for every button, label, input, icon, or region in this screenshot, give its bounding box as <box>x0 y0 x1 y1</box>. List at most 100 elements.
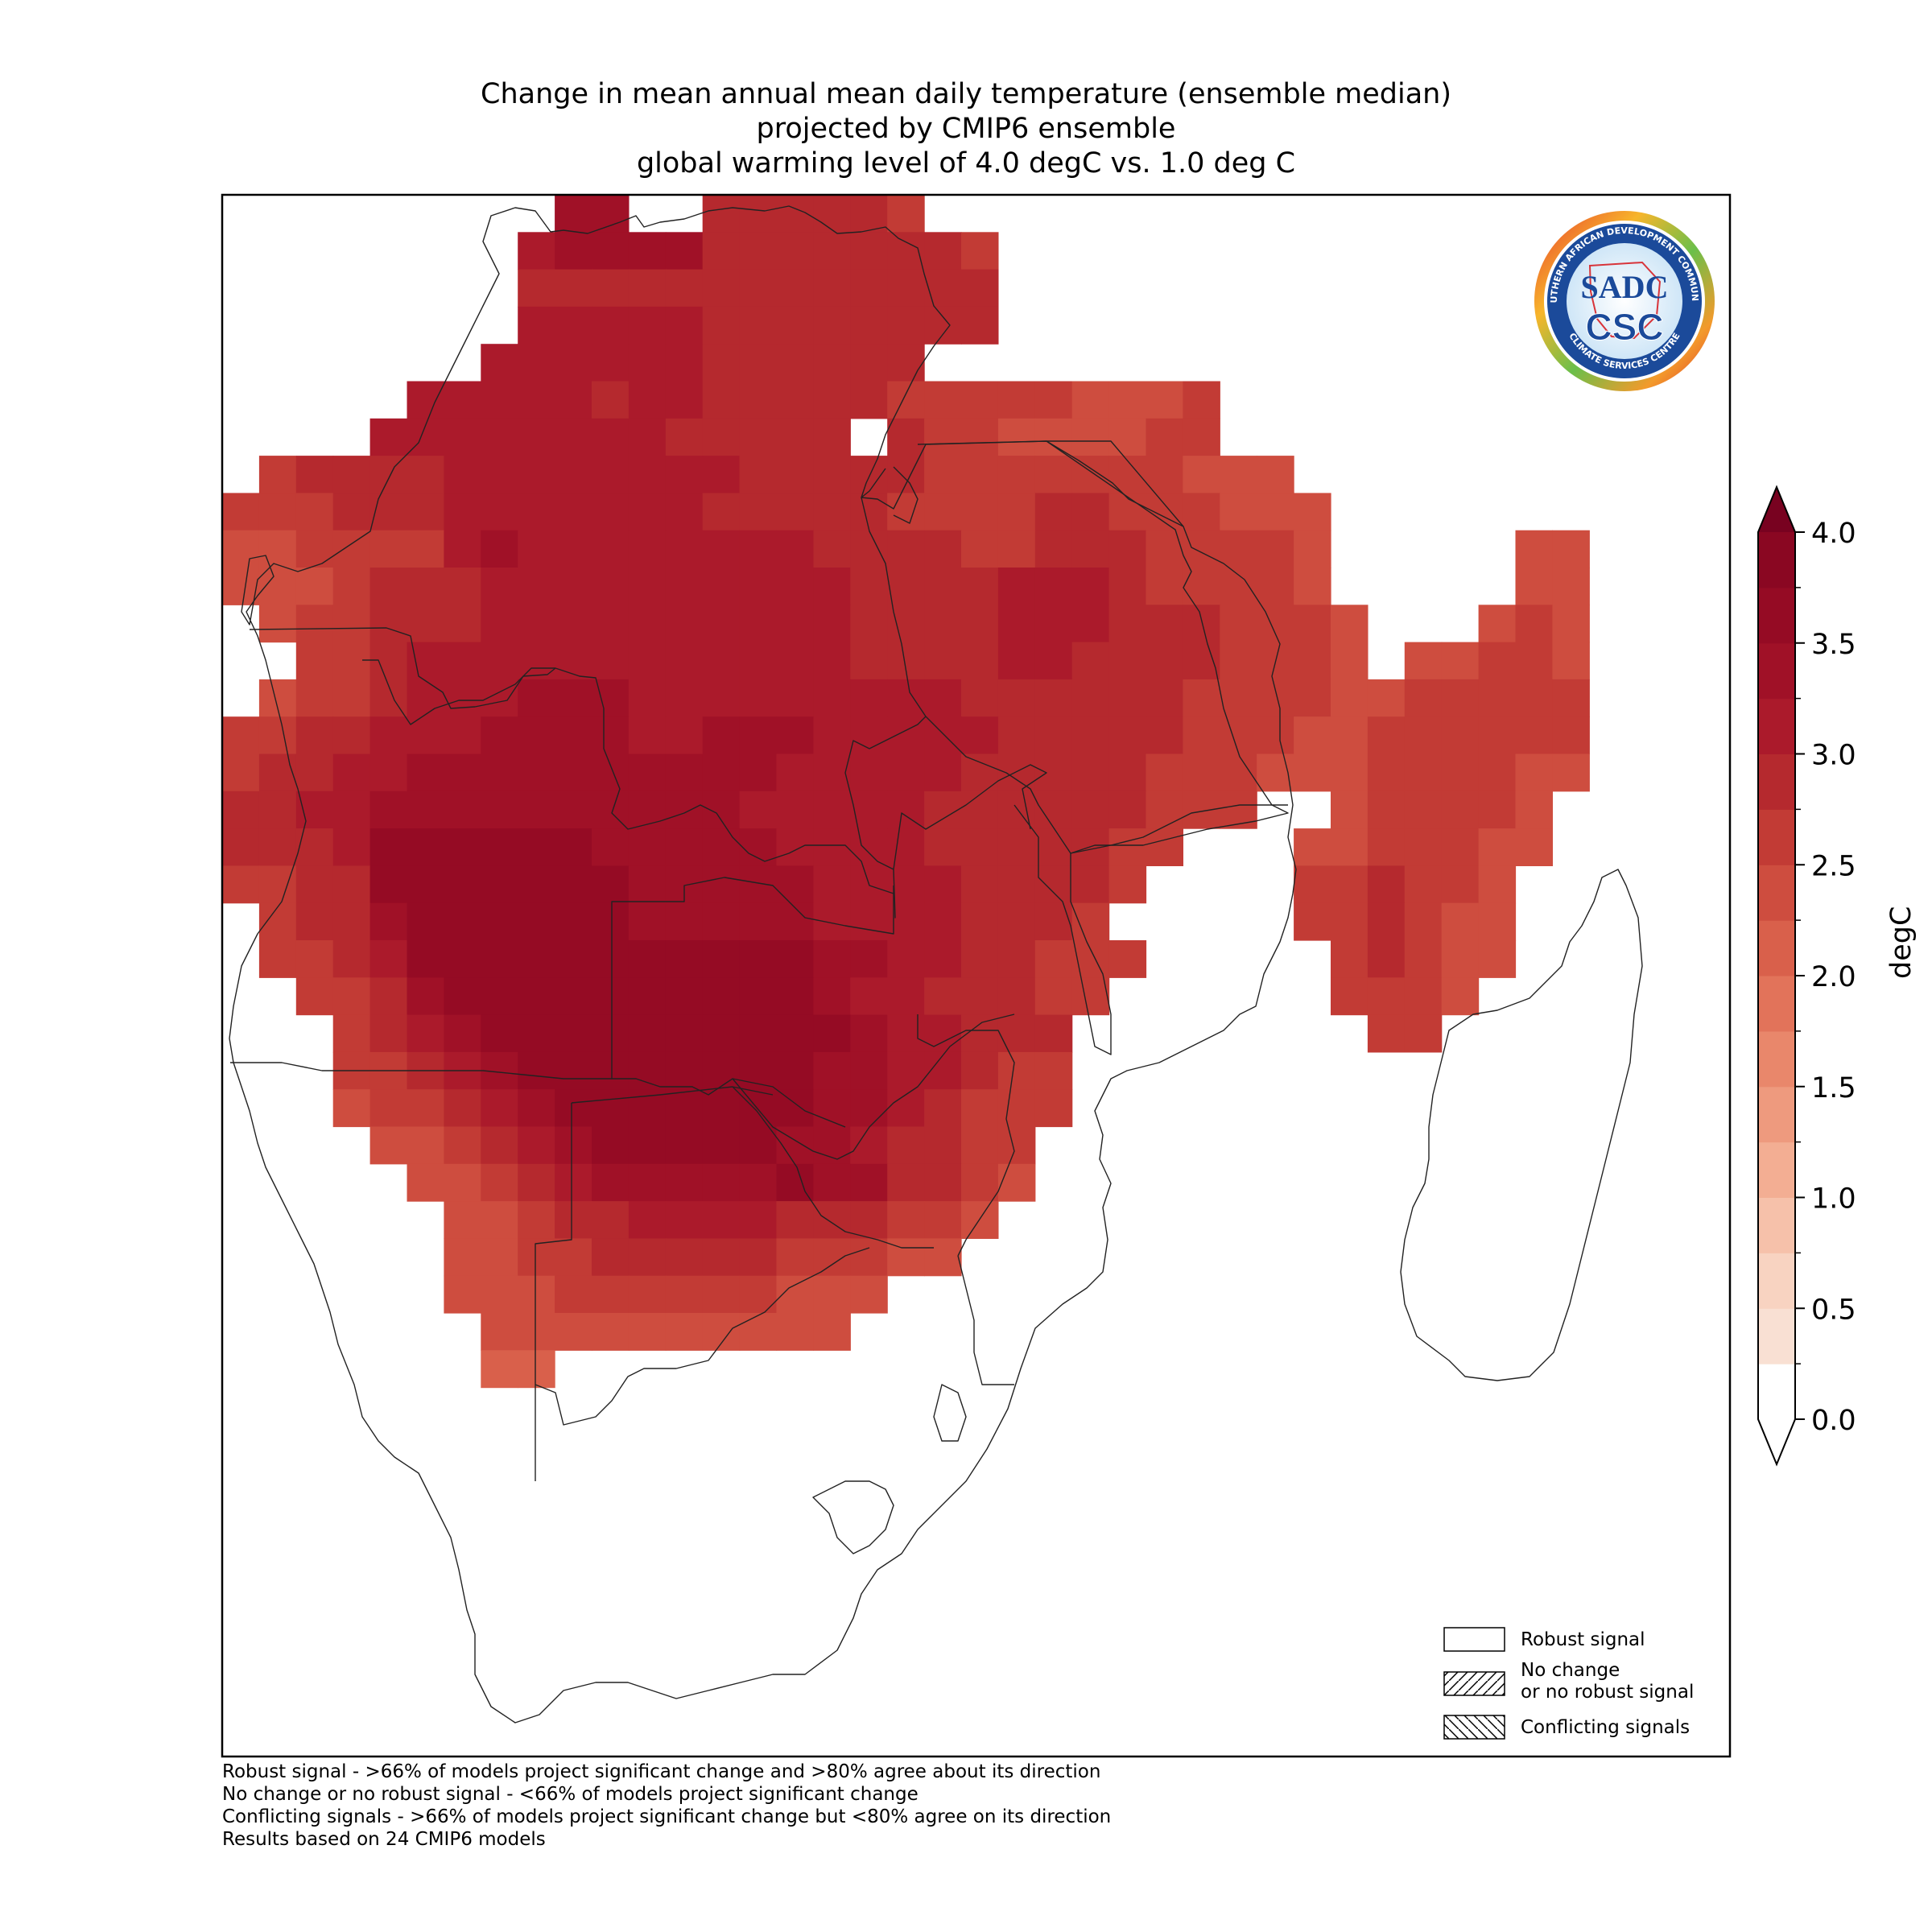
mainland-grid-cell <box>332 642 371 680</box>
colorbar-band <box>1758 1197 1795 1253</box>
mainland-grid-cell <box>1034 530 1073 568</box>
madagascar-grid-cell <box>1404 791 1443 829</box>
mainland-grid-cell <box>702 1275 741 1314</box>
mainland-grid-cell <box>961 605 999 643</box>
mainland-grid-cell <box>628 679 667 717</box>
mainland-grid-cell <box>665 679 704 717</box>
mainland-grid-cell <box>850 902 888 941</box>
mainland-grid-cell <box>628 940 667 978</box>
madagascar-grid-cell <box>1441 753 1480 792</box>
mainland-grid-cell <box>555 195 592 233</box>
mainland-grid-cell <box>887 456 925 493</box>
mainland-grid-cell <box>1220 716 1257 755</box>
madagascar-grid-cell <box>1404 679 1443 717</box>
mainland-grid-cell <box>628 1051 667 1090</box>
mainland-grid-cell <box>961 940 999 978</box>
mainland-grid-cell <box>407 605 444 643</box>
madagascar-grid-cell <box>1367 828 1406 866</box>
mainland-grid-cell <box>555 865 592 904</box>
mainland-grid-cell <box>407 530 444 568</box>
mainland-grid-cell <box>924 1163 962 1202</box>
mainland-grid-cell <box>592 306 630 345</box>
mainland-grid-cell <box>592 195 630 233</box>
madagascar-grid-cell <box>1441 865 1480 904</box>
mainland-grid-cell <box>444 940 481 978</box>
mainland-grid-cell <box>369 530 408 568</box>
mainland-grid-cell <box>555 232 592 270</box>
mainland-grid-cell <box>407 1089 444 1128</box>
mainland-grid-cell <box>702 381 741 419</box>
mainland-grid-cell <box>739 605 778 643</box>
mainland-grid-cell <box>997 642 1036 680</box>
mainland-grid-cell <box>776 1014 814 1053</box>
mainland-grid-cell <box>407 1126 444 1165</box>
mainland-grid-cell <box>1257 605 1294 643</box>
mainland-grid-cell <box>665 902 704 941</box>
mainland-grid-cell <box>444 381 481 419</box>
mainland-grid-cell <box>665 716 704 755</box>
mainland-grid-cell <box>887 1126 925 1165</box>
mainland-grid-cell <box>813 865 851 904</box>
mainland-grid-cell <box>518 679 555 717</box>
mainland-grid-cell <box>776 456 814 493</box>
mainland-grid-cell <box>1071 753 1110 792</box>
mainland-grid-cell <box>222 828 260 866</box>
mainland-grid-cell <box>739 269 778 308</box>
mainland-grid-cell <box>332 605 371 643</box>
mainland-grid-cell <box>1108 418 1147 456</box>
mainland-grid-cell <box>1108 642 1147 680</box>
mainland-grid-cell <box>961 1163 999 1202</box>
mainland-grid-cell <box>813 902 851 941</box>
mainland-grid-cell <box>592 493 630 531</box>
lake-tanganyika <box>861 468 927 717</box>
mainland-grid-cell <box>555 1014 592 1053</box>
mainland-grid-cell <box>1071 977 1110 1016</box>
mainland-grid-cell <box>961 977 999 1016</box>
mainland-grid-cell <box>555 716 592 755</box>
mainland-grid-cell <box>369 493 408 531</box>
mainland-grid-cell <box>444 1238 481 1277</box>
mainland-grid-cell <box>924 1089 962 1128</box>
mainland-grid-cell <box>961 865 999 904</box>
mainland-grid-cell <box>924 605 962 643</box>
mainland-grid-cell <box>1034 716 1073 755</box>
mainland-grid-cell <box>961 828 999 866</box>
mainland-grid-cell <box>1183 753 1220 792</box>
mainland-grid-cell <box>665 493 704 531</box>
madagascar-grid-cell <box>1552 753 1590 792</box>
mainland-grid-cell <box>665 456 704 493</box>
mainland-grid-cell <box>702 791 741 829</box>
mainland-grid-cell <box>776 381 814 419</box>
mainland-grid-cell <box>961 679 999 717</box>
mainland-grid-cell <box>997 1126 1036 1165</box>
colorbar-band <box>1758 1253 1795 1309</box>
mainland-grid-cell <box>332 1014 371 1053</box>
mainland-grid-cell <box>481 865 518 904</box>
mainland-grid-cell <box>592 456 630 493</box>
mainland-grid-cell <box>369 456 408 493</box>
mainland-grid-cell <box>1034 1089 1073 1128</box>
mainland-grid-cell <box>997 456 1036 493</box>
mainland-grid-cell <box>1220 493 1257 531</box>
mainland-grid-cell <box>850 1014 888 1053</box>
madagascar-grid-cell <box>1552 679 1590 717</box>
mainland-grid-cell <box>518 456 555 493</box>
mainland-grid-cell <box>813 456 851 493</box>
mainland-grid-cell <box>850 1089 888 1128</box>
mainland-grid-cell <box>295 940 334 978</box>
mainland-grid-cell <box>258 865 297 904</box>
mainland-grid-cell <box>850 1275 888 1314</box>
mainland-grid-cell <box>628 1014 667 1053</box>
mainland-grid-cell <box>924 791 962 829</box>
mainland-grid-cell <box>813 977 851 1016</box>
mainland-grid-cell <box>850 679 888 717</box>
colorbar: 0.0 0.5 1.0 1.5 2.0 2.5 3.0 3.5 4.0 <box>1757 485 1856 1467</box>
colorbar-band <box>1758 642 1795 700</box>
madagascar-grid-cell <box>1331 902 1368 941</box>
mainland-grid-cell <box>1034 381 1073 419</box>
mainland-grid-cell <box>702 1238 741 1277</box>
mainland-grid-cell <box>332 753 371 792</box>
mainland-grid-cell <box>518 1163 555 1202</box>
mainland-grid-cell <box>628 418 667 456</box>
mainland-grid-cell <box>850 269 888 308</box>
